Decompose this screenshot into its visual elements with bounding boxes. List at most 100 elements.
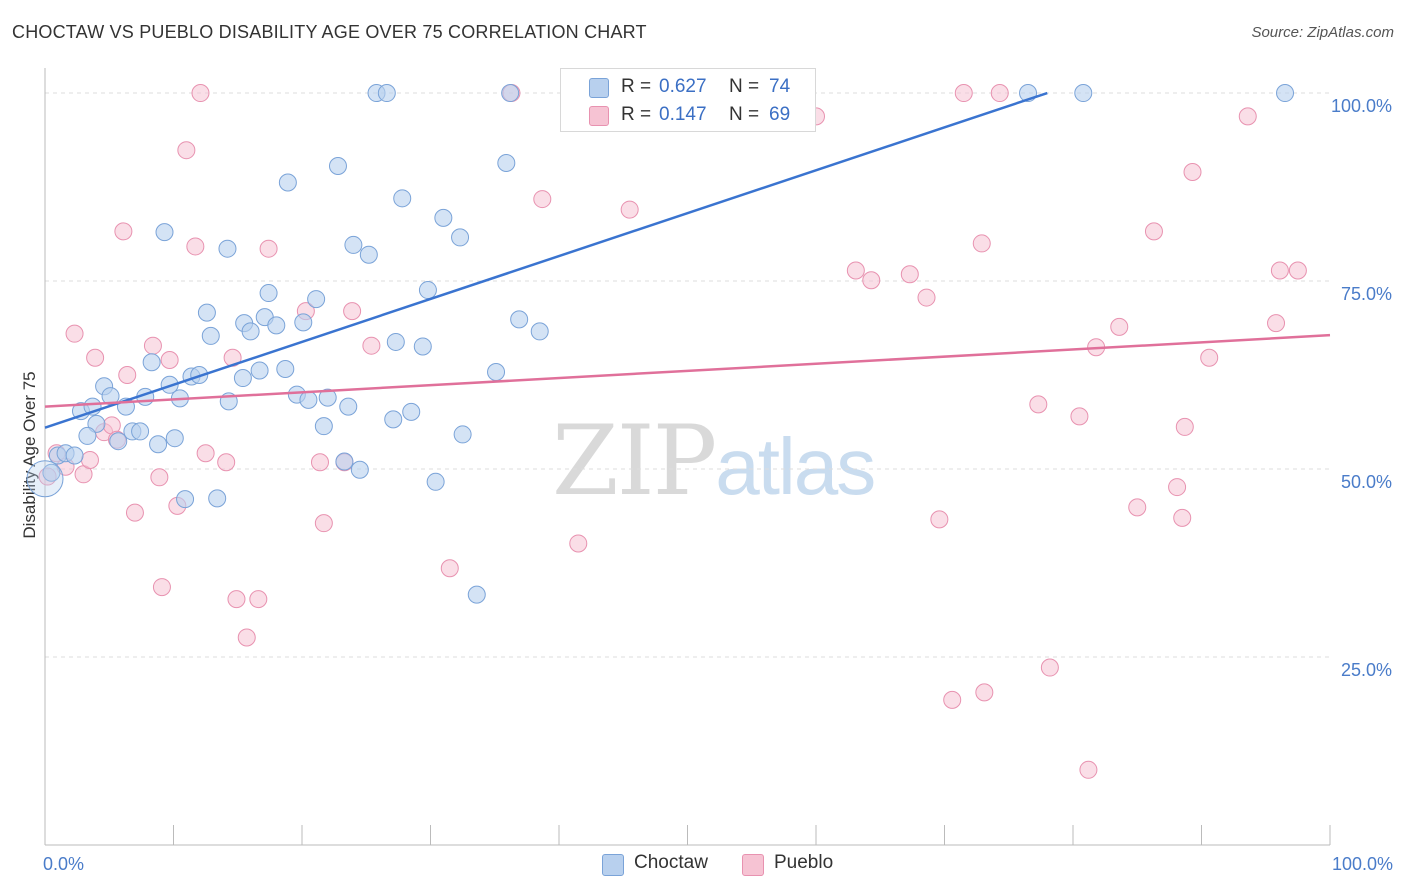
choctaw-point [386, 332, 405, 351]
choctaw-point [497, 153, 516, 172]
pueblo-point [1288, 261, 1307, 280]
watermark: ZIPatlas [552, 405, 876, 517]
pueblo-point [1144, 222, 1163, 241]
y-tick-label: 25.0% [1341, 660, 1392, 680]
pueblo-point [900, 265, 919, 284]
pueblo-point [972, 234, 991, 253]
choctaw-points [26, 84, 1295, 604]
pueblo-point [343, 302, 362, 321]
watermark-atlas: atlas [715, 422, 876, 511]
choctaw-point [131, 422, 150, 441]
choctaw-point [233, 369, 252, 388]
choctaw-point [176, 490, 195, 509]
pueblo-point [1267, 314, 1286, 333]
choctaw-point [413, 337, 432, 356]
n-label: N = [729, 76, 760, 97]
pueblo-trend-line [44, 333, 1331, 408]
choctaw-point [299, 390, 318, 409]
choctaw-point [467, 585, 486, 604]
n-value: 69 [769, 104, 791, 125]
pueblo-point [1168, 478, 1187, 497]
x-tick-label: 100.0% [1332, 854, 1393, 874]
choctaw-point [328, 156, 347, 175]
pueblo-point [1128, 498, 1147, 517]
pueblo-point [954, 84, 973, 103]
choctaw-point [393, 189, 412, 208]
r-value: 0.627 [659, 76, 707, 97]
choctaw-point [197, 303, 216, 322]
pueblo-point [160, 350, 179, 369]
choctaw-point [530, 322, 549, 341]
pueblo-point [191, 84, 210, 103]
legend-row-pueblo: R = 0.147 N = 69 [561, 101, 815, 129]
choctaw-point [501, 84, 520, 103]
x-tick-label: 0.0% [43, 854, 84, 874]
pueblo-point [1175, 417, 1194, 436]
chart-title: CHOCTAW VS PUEBLO DISABILITY AGE OVER 75… [12, 22, 647, 42]
pueblo-point [118, 366, 137, 385]
pueblo-point [1173, 508, 1192, 527]
choctaw-point [335, 452, 354, 471]
axes [44, 68, 1331, 846]
pueblo-point [80, 450, 99, 469]
legend-row-choctaw: R = 0.627 N = 74 [561, 73, 815, 101]
r-label: R = [621, 76, 652, 97]
series-legend: Choctaw Pueblo [0, 852, 1406, 878]
choctaw-point [267, 316, 286, 335]
r-value: 0.147 [659, 104, 707, 125]
choctaw-point [155, 223, 174, 242]
choctaw-point [510, 310, 529, 329]
pueblo-point [310, 453, 329, 472]
pueblo-point [930, 510, 949, 529]
pueblo-point [1200, 348, 1219, 367]
choctaw-point [42, 463, 61, 482]
pueblo-point [65, 324, 84, 343]
pueblo-point [150, 468, 169, 487]
pueblo-point [1270, 261, 1289, 280]
pueblo-point [1110, 317, 1129, 336]
choctaw-point [26, 460, 64, 498]
pueblo-point [125, 503, 144, 522]
pueblo-point [186, 237, 205, 256]
choctaw-swatch [589, 78, 609, 98]
choctaw-point [241, 322, 260, 341]
pueblo-swatch [742, 854, 764, 876]
pueblo-points [38, 84, 1307, 779]
y-tick-label: 50.0% [1341, 472, 1392, 492]
choctaw-point [314, 417, 333, 436]
pueblo-point [86, 348, 105, 367]
pueblo-point [259, 239, 278, 258]
source-label: Source: ZipAtlas.com [1251, 24, 1394, 41]
stats-legend: R = 0.627 N = 74 R = 0.147 N = 69 [560, 68, 816, 132]
choctaw-point [1276, 84, 1295, 103]
tick-labels: 25.0% 50.0% 75.0% 100.0% 0.0% 100.0% [43, 96, 1393, 874]
choctaw-point [109, 432, 128, 451]
choctaw-point [87, 414, 106, 433]
choctaw-point [208, 489, 227, 508]
choctaw-point [165, 429, 184, 448]
choctaw-point [276, 360, 295, 379]
y-tick-label: 75.0% [1341, 284, 1392, 304]
pueblo-point [314, 514, 333, 533]
choctaw-point [65, 446, 84, 465]
pueblo-point [846, 261, 865, 280]
pueblo-point [227, 590, 246, 609]
choctaw-point [359, 245, 378, 264]
pueblo-point [1040, 658, 1059, 677]
choctaw-point [453, 425, 472, 444]
pueblo-point [620, 200, 639, 219]
pueblo-point [975, 683, 994, 702]
pueblo-point [237, 628, 256, 647]
choctaw-point [149, 435, 168, 454]
pueblo-point [217, 453, 236, 472]
choctaw-point [294, 313, 313, 332]
choctaw-point [339, 397, 358, 416]
pueblo-point [440, 559, 459, 578]
choctaw-point [259, 284, 278, 303]
legend-label-pueblo: Pueblo [774, 852, 834, 873]
choctaw-point [377, 84, 396, 103]
r-label: R = [621, 104, 652, 125]
pueblo-point [917, 288, 936, 307]
choctaw-point [418, 281, 437, 300]
